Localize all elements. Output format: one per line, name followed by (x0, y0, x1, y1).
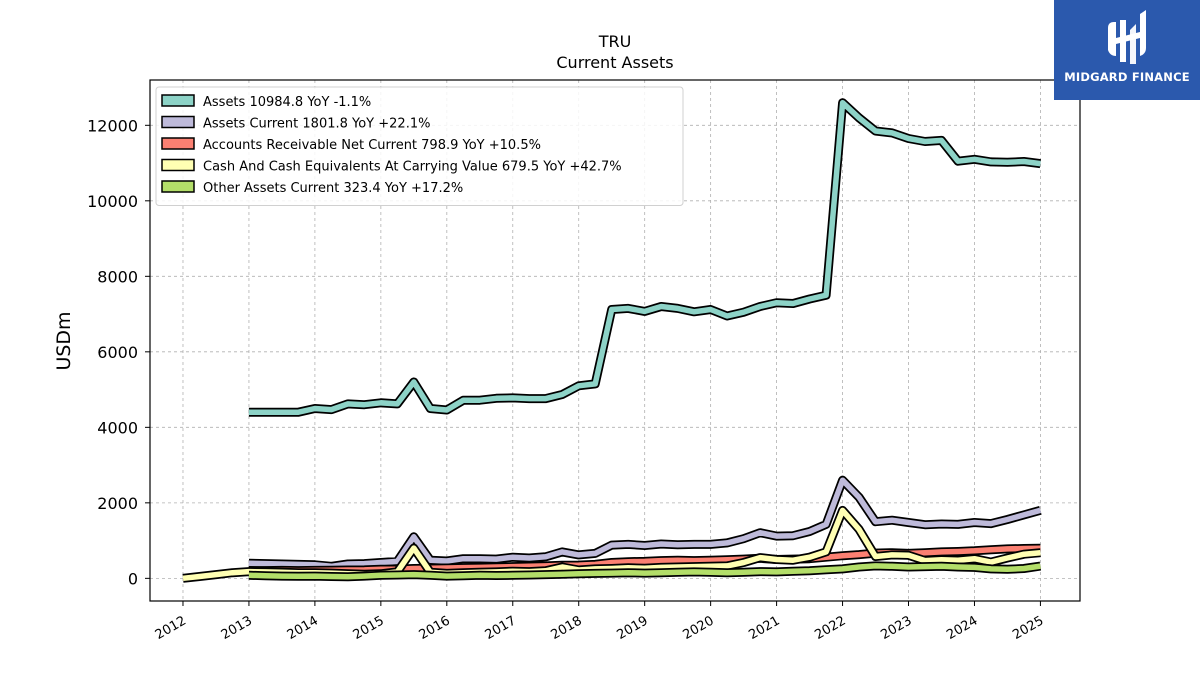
legend-swatch-4 (161, 180, 195, 193)
y-tick-label: 4000 (97, 418, 138, 437)
legend-entry-1: Assets Current 1801.8 YoY +22.1% (203, 117, 430, 132)
legend-entry-2: Accounts Receivable Net Current 798.9 Yo… (203, 138, 541, 153)
chart-subtitle: Current Assets (556, 53, 673, 72)
x-tick-label: 2022 (812, 613, 848, 643)
brand-logo: MIDGARD FINANCE (1054, 0, 1200, 100)
x-tick-label: 2021 (746, 613, 782, 643)
chart-title: TRU (598, 32, 632, 51)
x-tick-label: 2019 (615, 613, 651, 643)
series-line-1 (248, 477, 1042, 570)
x-tick-label: 2012 (153, 613, 189, 643)
x-tick-label: 2014 (285, 613, 321, 643)
y-tick-label: 2000 (97, 494, 138, 513)
x-tick-label: 2018 (549, 613, 585, 643)
series-line-4 (248, 563, 1041, 580)
legend-swatch-3 (161, 158, 195, 172)
x-tick-label: 2024 (944, 613, 980, 643)
legend-box (155, 86, 684, 206)
y-tick-label: 6000 (97, 343, 138, 362)
x-tick-label: 2016 (417, 613, 453, 643)
y-tick-label: 8000 (97, 267, 138, 286)
legend-swatch-1 (161, 115, 195, 129)
x-tick-label: 2020 (680, 613, 716, 643)
y-tick-label: 10000 (87, 192, 138, 211)
legend-swatch-2 (161, 137, 195, 150)
x-tick-label: 2013 (219, 613, 255, 643)
plot-frame (149, 79, 1081, 602)
grid (150, 80, 1080, 601)
logo-text: MIDGARD FINANCE (1064, 70, 1190, 84)
x-tick-label: 2023 (878, 613, 914, 643)
legend-entry-3: Cash And Cash Equivalents At Carrying Va… (203, 160, 622, 175)
x-tick-label: 2025 (1010, 613, 1046, 643)
y-tick-label: 0 (128, 569, 138, 588)
x-tick-label: 2015 (351, 613, 387, 643)
legend-swatch-0 (161, 94, 195, 107)
series-layer (182, 98, 1042, 583)
y-axis-label: USDm (53, 311, 75, 370)
y-tick-label: 12000 (87, 116, 138, 135)
x-tick-label: 2017 (483, 613, 519, 643)
legend-entry-0: Assets 10984.8 YoY -1.1% (203, 95, 371, 110)
midgard-logo-icon (1108, 10, 1146, 64)
legend: Assets 10984.8 YoY -1.1% Assets Current 1… (155, 86, 684, 206)
series-line-0 (248, 99, 1041, 415)
legend-entry-4: Other Assets Current 323.4 YoY +17.2% (203, 181, 463, 196)
